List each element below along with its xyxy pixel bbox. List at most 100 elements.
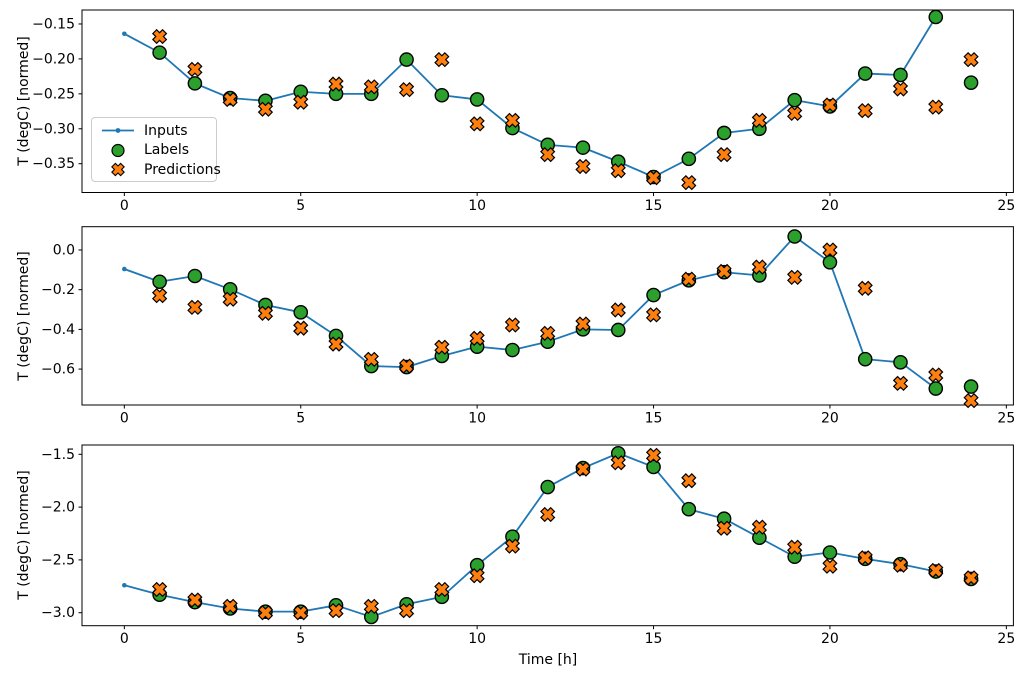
predictions-marker bbox=[434, 339, 450, 355]
y-tick-label: −2.5 bbox=[41, 552, 75, 568]
x-tick-label: 25 bbox=[997, 631, 1015, 647]
labels-marker bbox=[540, 479, 556, 495]
x-tick-label: 0 bbox=[120, 411, 129, 427]
y-tick-label: −2.0 bbox=[41, 500, 75, 516]
predictions-marker bbox=[610, 455, 626, 471]
predictions-marker bbox=[787, 269, 803, 286]
inputs-line bbox=[123, 16, 937, 178]
subplot-2: 0 5 10 15 20 25 0.0 −0.2 −0.4 −0.6 bbox=[41, 226, 1015, 427]
predictions-marker bbox=[575, 316, 591, 332]
y-tick-label: −0.20 bbox=[32, 51, 75, 67]
labels-marker bbox=[928, 9, 944, 25]
predictions-marker bbox=[928, 99, 944, 115]
predictions-marker bbox=[434, 581, 450, 598]
x-tick-label: 0 bbox=[120, 631, 129, 647]
predictions-marker bbox=[716, 146, 732, 163]
legend-label-inputs: Inputs bbox=[144, 122, 188, 139]
y-tick-label: −3.0 bbox=[41, 605, 75, 621]
labels-marker bbox=[293, 305, 309, 320]
predictions-marker bbox=[716, 263, 732, 280]
predictions-marker bbox=[363, 79, 379, 95]
predictions-marker bbox=[293, 320, 309, 336]
y-tick-label: −0.2 bbox=[41, 282, 75, 298]
legend-item-predictions: Predictions bbox=[99, 160, 221, 180]
labels-marker bbox=[963, 379, 979, 394]
axes-frame bbox=[81, 9, 1014, 193]
predictions-marker bbox=[151, 581, 168, 598]
x-tick-label: 25 bbox=[997, 411, 1015, 427]
predictions-marker bbox=[504, 317, 521, 333]
x-tick-label: 10 bbox=[468, 198, 486, 214]
labels-marker bbox=[399, 52, 414, 67]
predictions-marker bbox=[787, 539, 803, 555]
labels-marker bbox=[469, 92, 485, 107]
legend-label-labels: Labels bbox=[144, 142, 190, 159]
x-tick-label: 15 bbox=[645, 198, 663, 214]
predictions-marker bbox=[963, 570, 979, 586]
inputs-line bbox=[124, 452, 936, 618]
predictions-marker bbox=[398, 82, 415, 98]
labels-marker bbox=[505, 342, 520, 358]
x-tick-label: 20 bbox=[821, 631, 839, 647]
predictions-marker bbox=[257, 305, 274, 321]
labels-marker bbox=[152, 274, 167, 290]
predictions-marker bbox=[610, 302, 626, 318]
axes-frame bbox=[81, 444, 1014, 627]
predictions-marker bbox=[398, 358, 415, 374]
x-tick-label: 5 bbox=[296, 631, 305, 647]
predictions-marker bbox=[822, 558, 838, 574]
labels-marker bbox=[646, 459, 661, 475]
y-tick-label: −1.5 bbox=[41, 447, 75, 463]
x-tick-label: 20 bbox=[821, 411, 839, 427]
predictions-marker bbox=[822, 242, 838, 258]
predictions-marker bbox=[151, 28, 168, 45]
predictions-marker bbox=[257, 101, 274, 117]
predictions-marker bbox=[257, 605, 274, 621]
labels-marker bbox=[857, 351, 873, 367]
labels-marker bbox=[822, 255, 838, 270]
x-tick-label: 0 bbox=[120, 198, 129, 214]
x-tick-label: 15 bbox=[645, 411, 663, 427]
labels-marker bbox=[575, 140, 591, 155]
predictions-marker bbox=[610, 163, 626, 179]
predictions-marker bbox=[363, 598, 379, 615]
predictions-marker bbox=[540, 506, 556, 523]
predictions-marker bbox=[540, 146, 556, 163]
predictions-x-icon bbox=[111, 162, 125, 177]
predictions-marker bbox=[328, 336, 344, 352]
predictions-marker bbox=[681, 174, 697, 191]
predictions-marker bbox=[645, 447, 662, 463]
predictions-marker bbox=[857, 280, 873, 296]
labels-marker bbox=[928, 381, 944, 396]
predictions-marker bbox=[469, 116, 485, 132]
legend-x-sample bbox=[111, 162, 125, 177]
axes-frame bbox=[81, 226, 1014, 406]
predictions-marker bbox=[328, 602, 344, 619]
predictions-marker bbox=[681, 473, 697, 489]
x-tick-label: 10 bbox=[468, 631, 486, 647]
y-tick-label: 0.0 bbox=[53, 242, 75, 258]
inputs-marker bbox=[122, 31, 127, 37]
predictions-marker bbox=[398, 602, 415, 619]
predictions-marker bbox=[328, 76, 344, 92]
subplot-1: 0 5 10 15 20 25 −0.15 −0.20 −0.25 −0.30 −0.35 bbox=[32, 9, 1015, 214]
predictions-marker bbox=[892, 375, 909, 392]
predictions-marker bbox=[963, 51, 979, 68]
x-tick-label: 5 bbox=[296, 198, 305, 214]
predictions-marker bbox=[469, 330, 485, 346]
predictions-marker bbox=[222, 91, 238, 108]
predictions-marker bbox=[751, 112, 768, 129]
predictions-marker bbox=[575, 461, 591, 477]
legend-circle-sample bbox=[111, 143, 125, 157]
labels-marker bbox=[857, 66, 873, 81]
y-tick-label: −0.4 bbox=[41, 322, 75, 338]
labels-marker bbox=[681, 501, 697, 517]
predictions-marker bbox=[293, 94, 309, 110]
y-tick-label: −0.30 bbox=[32, 121, 75, 137]
labels-marker bbox=[822, 545, 838, 560]
x-tick-label: 25 bbox=[997, 198, 1015, 214]
legend-label-predictions: Predictions bbox=[144, 161, 221, 178]
predictions-marker bbox=[575, 158, 591, 175]
predictions-marker bbox=[716, 520, 732, 536]
